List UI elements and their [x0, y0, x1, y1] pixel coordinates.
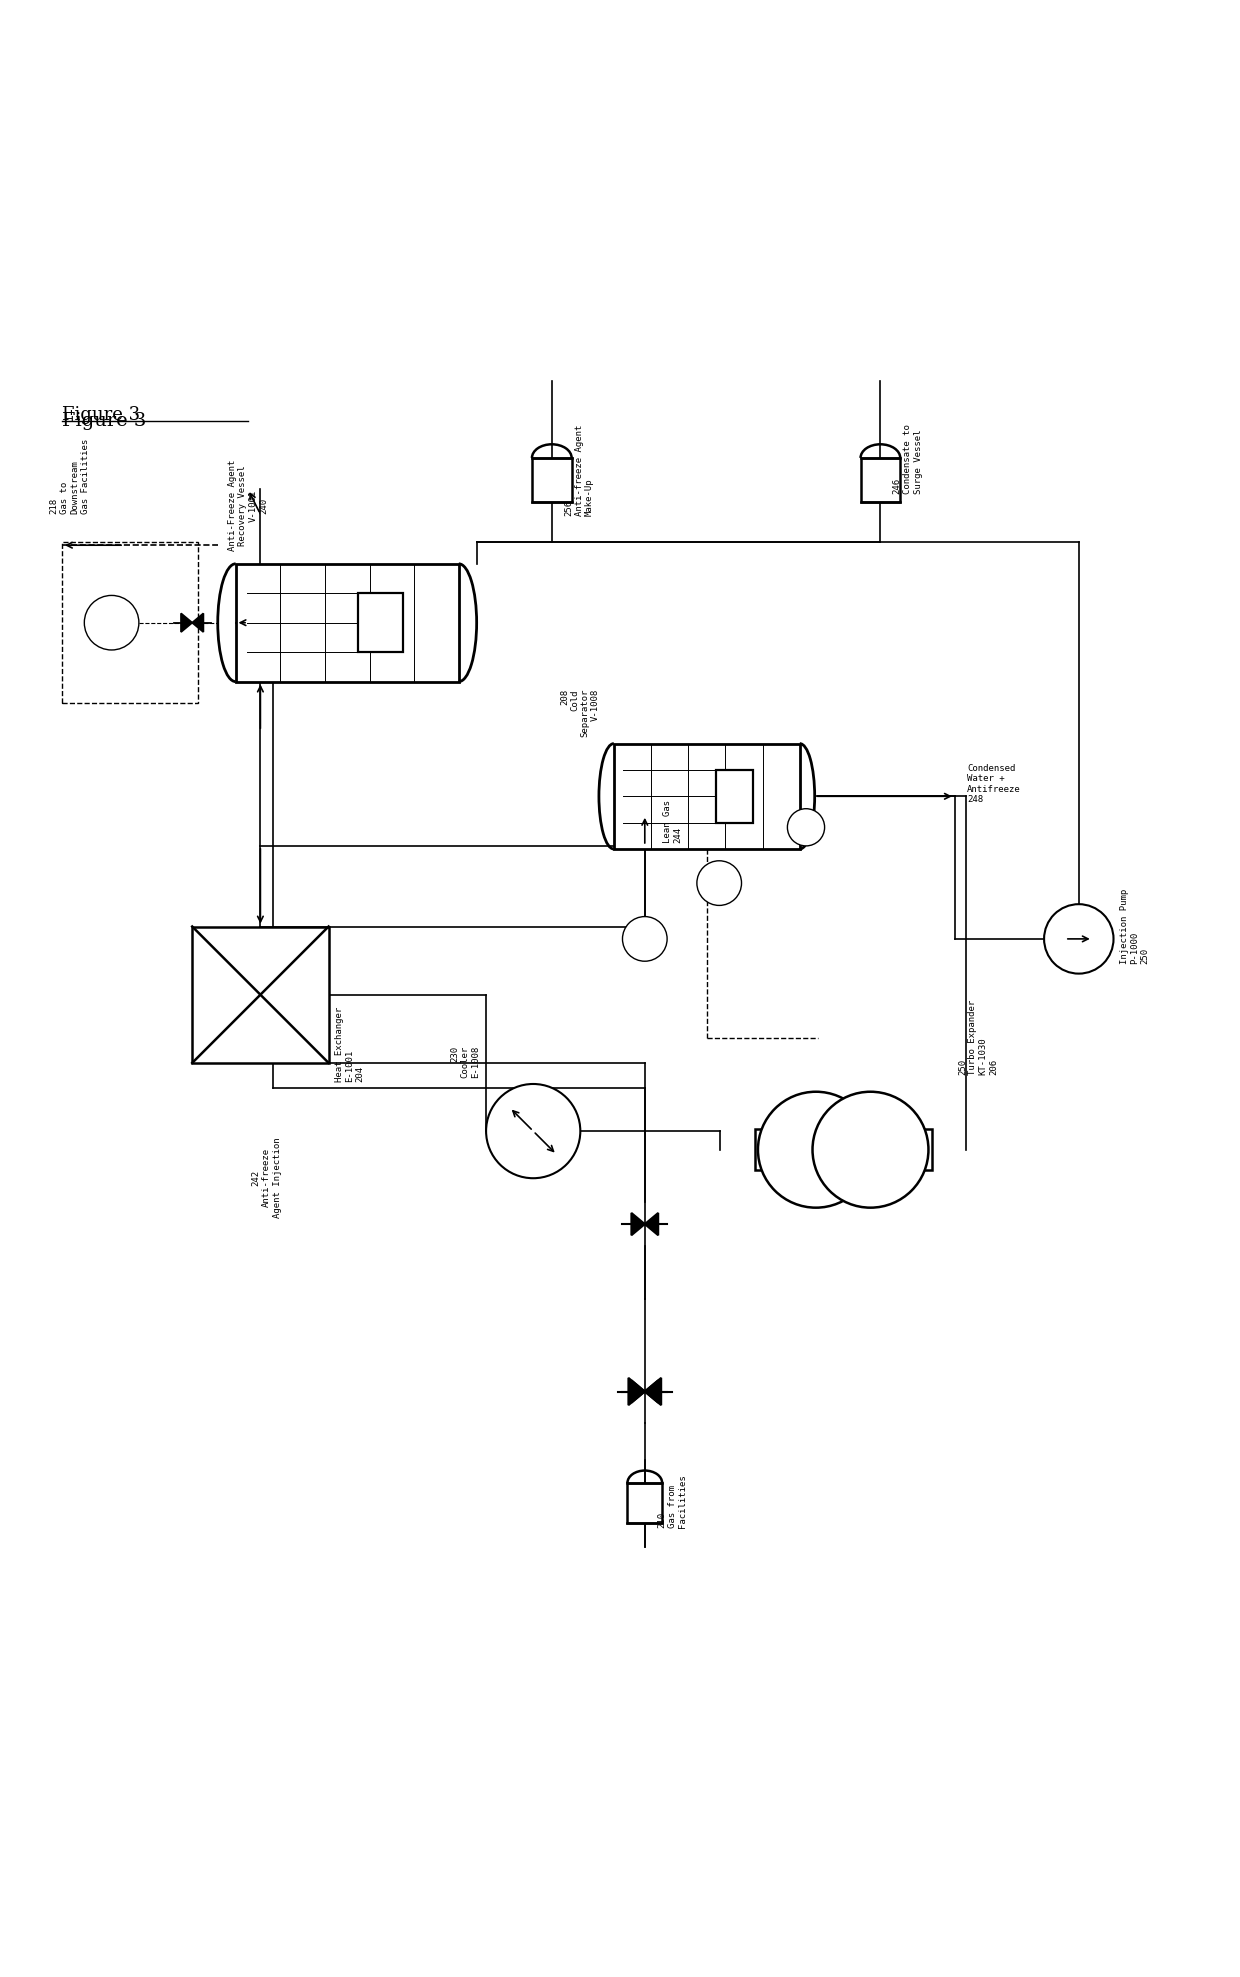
Circle shape: [697, 860, 742, 905]
Text: 242
Anti-freeze
Agent Injection: 242 Anti-freeze Agent Injection: [252, 1137, 281, 1218]
Text: 256
Anti-freeze Agent
Make-Up: 256 Anti-freeze Agent Make-Up: [564, 425, 594, 516]
Polygon shape: [645, 1378, 661, 1406]
Bar: [532, 459, 572, 502]
Text: 210
Gas from
Facilities: 210 Gas from Facilities: [657, 1475, 687, 1528]
Text: Lean Gas
244: Lean Gas 244: [663, 799, 683, 842]
Bar: [236, 563, 459, 682]
Circle shape: [758, 1091, 874, 1208]
Circle shape: [787, 809, 825, 846]
Polygon shape: [645, 1214, 658, 1236]
Text: Figure 3: Figure 3: [62, 405, 140, 423]
Bar: [192, 927, 329, 1064]
Bar: [715, 769, 753, 822]
Text: Injection Pump
P-1000
250: Injection Pump P-1000 250: [1120, 890, 1149, 965]
Circle shape: [812, 1091, 929, 1208]
Text: 246
Condensate to
Surge Vessel: 246 Condensate to Surge Vessel: [893, 425, 923, 494]
Polygon shape: [181, 613, 192, 633]
Circle shape: [1044, 903, 1114, 973]
Polygon shape: [645, 1380, 658, 1402]
Polygon shape: [631, 1380, 645, 1402]
Circle shape: [622, 917, 667, 961]
Bar: [358, 593, 403, 652]
Polygon shape: [629, 1378, 645, 1406]
Bar: [62, 542, 198, 704]
Circle shape: [84, 595, 139, 650]
Text: 230
Cooler
E-1008: 230 Cooler E-1008: [450, 1046, 480, 1077]
Text: Figure 3: Figure 3: [62, 411, 146, 429]
Text: Condensed
Water +
Antifreeze
248: Condensed Water + Antifreeze 248: [967, 763, 1021, 805]
Bar: [627, 1483, 662, 1522]
Text: Heat Exchanger
E-1001
204: Heat Exchanger E-1001 204: [335, 1006, 365, 1081]
Circle shape: [486, 1083, 580, 1178]
Text: Anti-Freeze Agent
Recovery Vessel
V-1001
240: Anti-Freeze Agent Recovery Vessel V-1001…: [228, 461, 268, 552]
Text: 208
Cold
Separator
V-1008: 208 Cold Separator V-1008: [560, 690, 600, 737]
Polygon shape: [631, 1214, 645, 1236]
Bar: [614, 743, 800, 848]
Bar: [754, 1129, 789, 1170]
Text: 218
Gas to
Downstream
Gas Facilities: 218 Gas to Downstream Gas Facilities: [50, 439, 89, 514]
Bar: [898, 1129, 932, 1170]
Text: 250
Turbo Expander
KT-1030
206: 250 Turbo Expander KT-1030 206: [959, 1000, 998, 1075]
Polygon shape: [192, 613, 203, 633]
Bar: [861, 459, 900, 502]
